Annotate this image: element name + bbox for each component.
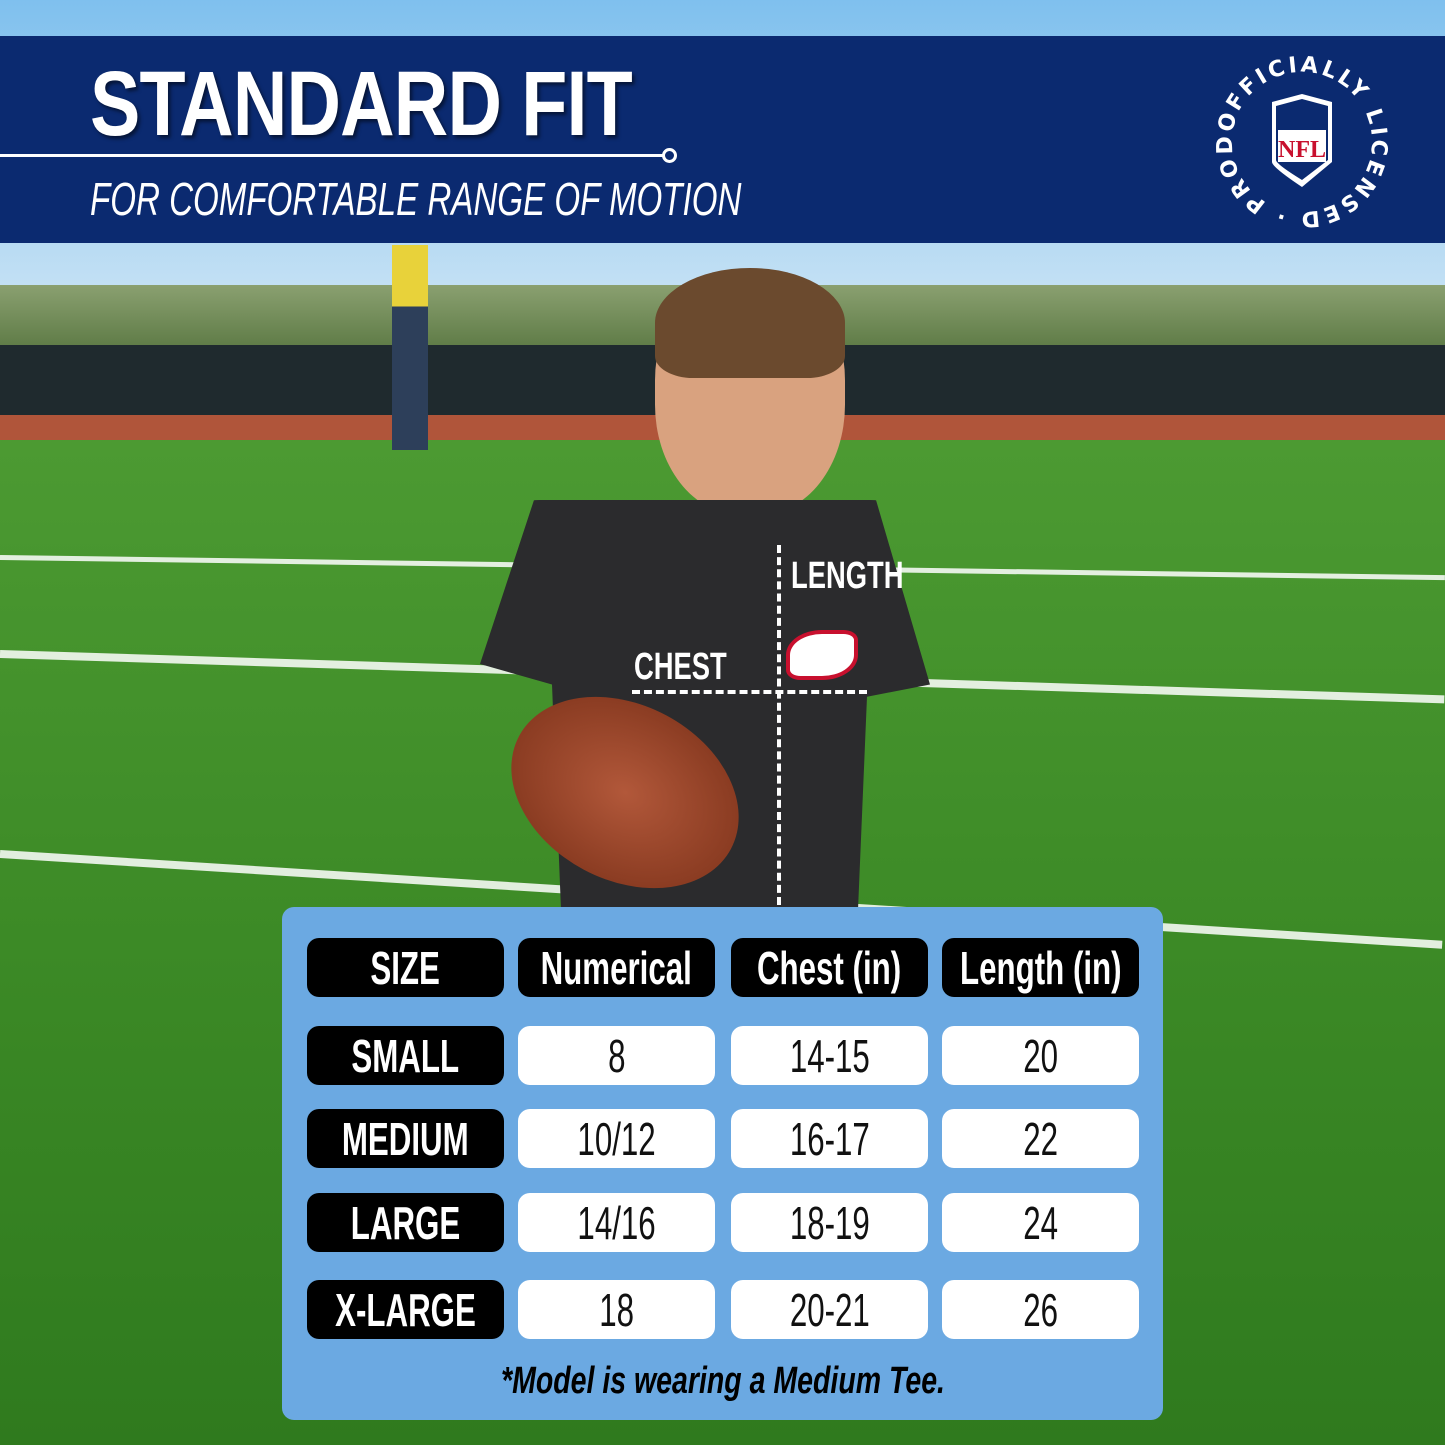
table-cell: 20-21: [731, 1280, 928, 1339]
table-cell: 14/16: [518, 1193, 715, 1252]
size-label-cell-text: SMALL: [351, 1029, 460, 1082]
length-label: LENGTH: [791, 555, 904, 597]
size-label-cell: SMALL: [307, 1026, 504, 1085]
model-hair: [655, 268, 845, 378]
table-cell: 22: [942, 1109, 1139, 1168]
divider-dot: [662, 148, 677, 163]
footnote-text: *Model is wearing a Medium Tee.: [500, 1360, 945, 1402]
table-cell-text: 16-17: [789, 1112, 870, 1165]
chest-measure-line: [632, 690, 867, 694]
table-header-cell: SIZE: [307, 938, 504, 997]
table-cell: 10/12: [518, 1109, 715, 1168]
table-cell-text: 14/16: [577, 1196, 656, 1249]
size-label-cell-text: X-LARGE: [335, 1283, 476, 1336]
length-measure-line: [777, 545, 781, 905]
table-cell-text: 22: [1023, 1112, 1058, 1165]
table-cell-text: 14-15: [789, 1029, 870, 1082]
table-header-cell: Length (in): [942, 938, 1139, 997]
table-header-cell: Numerical: [518, 938, 715, 997]
size-label-cell: MEDIUM: [307, 1109, 504, 1168]
size-chart-panel: SIZE Numerical Chest (in) Length (in) SMALL 8…: [282, 907, 1163, 1420]
table-cell-text: 20-21: [789, 1283, 870, 1336]
table-cell-text: 24: [1023, 1196, 1058, 1249]
table-cell-text: 20: [1023, 1029, 1058, 1082]
chest-label: CHEST: [634, 646, 727, 688]
table-cell: 18-19: [731, 1193, 928, 1252]
svg-text:NFL: NFL: [1278, 137, 1326, 163]
table-cell: 20: [942, 1026, 1139, 1085]
table-cell: 26: [942, 1280, 1139, 1339]
table-cell-text: 18: [599, 1283, 634, 1336]
size-label-cell-text: MEDIUM: [342, 1112, 469, 1165]
table-header-cell-text: SIZE: [370, 941, 441, 994]
table-cell: 24: [942, 1193, 1139, 1252]
table-cell-text: 8: [607, 1029, 626, 1082]
size-label-cell: X-LARGE: [307, 1280, 504, 1339]
table-cell-text: 10/12: [577, 1112, 656, 1165]
footnote: *Model is wearing a Medium Tee.: [282, 1360, 1163, 1403]
table-cell-text: 26: [1023, 1283, 1058, 1336]
header-banner: [0, 36, 1445, 243]
size-label-cell: LARGE: [307, 1193, 504, 1252]
table-header-cell-text: Numerical: [540, 941, 693, 994]
table-cell: 8: [518, 1026, 715, 1085]
page-subtitle: FOR COMFORTABLE RANGE OF MOTION: [90, 173, 742, 225]
table-header-cell: Chest (in): [731, 938, 928, 997]
table-header-cell-text: Length (in): [959, 941, 1122, 994]
page-title: STANDARD FIT: [90, 53, 633, 155]
table-cell: 16-17: [731, 1109, 928, 1168]
goal-post: [392, 245, 428, 450]
table-cell: 18: [518, 1280, 715, 1339]
chiefs-logo: [786, 630, 858, 680]
title-divider: [0, 154, 664, 157]
size-label-cell-text: LARGE: [350, 1196, 461, 1249]
table-cell: 14-15: [731, 1026, 928, 1085]
table-header-cell-text: Chest (in): [757, 941, 902, 994]
nfl-licensed-badge: OFFICIALLY LICENSED · PRODUCT NFL: [1212, 52, 1389, 232]
table-cell-text: 18-19: [789, 1196, 870, 1249]
